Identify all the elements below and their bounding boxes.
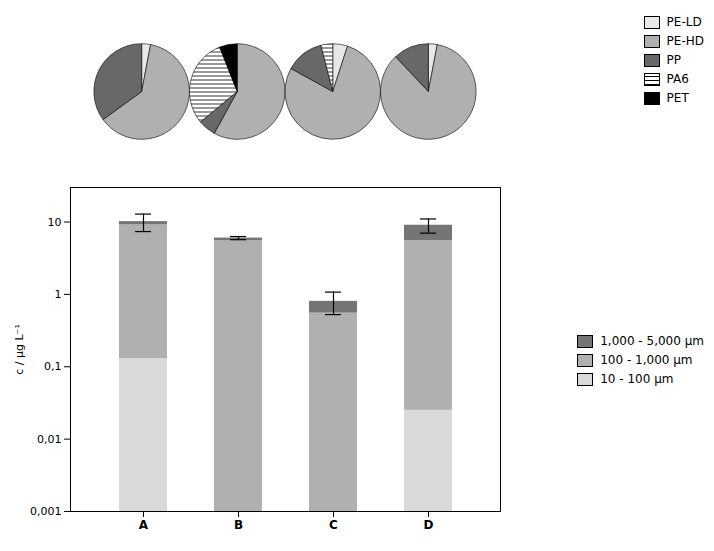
svg-text:0,001: 0,001 xyxy=(30,505,62,518)
html-text:PP: PP xyxy=(666,53,682,67)
html-text:PET: PET xyxy=(666,91,689,105)
svg-text:1: 1 xyxy=(55,288,62,301)
svg-text:0,01: 0,01 xyxy=(37,433,62,446)
html-text:1,000 - 5,000 µm: 1,000 - 5,000 µm xyxy=(600,334,704,348)
svg-text:0,1: 0,1 xyxy=(44,360,62,373)
html-text:10 - 100 µm: 10 - 100 µm xyxy=(600,372,674,386)
svg-text:C: C xyxy=(329,518,338,532)
svg-text:D: D xyxy=(424,518,434,532)
html-text:PE-LD: PE-LD xyxy=(666,15,702,29)
html-text:100 - 1,000 µm: 100 - 1,000 µm xyxy=(600,353,693,367)
svg-text:B: B xyxy=(234,518,243,532)
html-text:PE-HD: PE-HD xyxy=(666,34,704,48)
svg-text:A: A xyxy=(139,518,149,532)
svg-text:c / µg L⁻¹: c / µg L⁻¹ xyxy=(13,324,26,375)
svg-text:10: 10 xyxy=(48,216,62,229)
html-text:PA6: PA6 xyxy=(666,72,689,86)
